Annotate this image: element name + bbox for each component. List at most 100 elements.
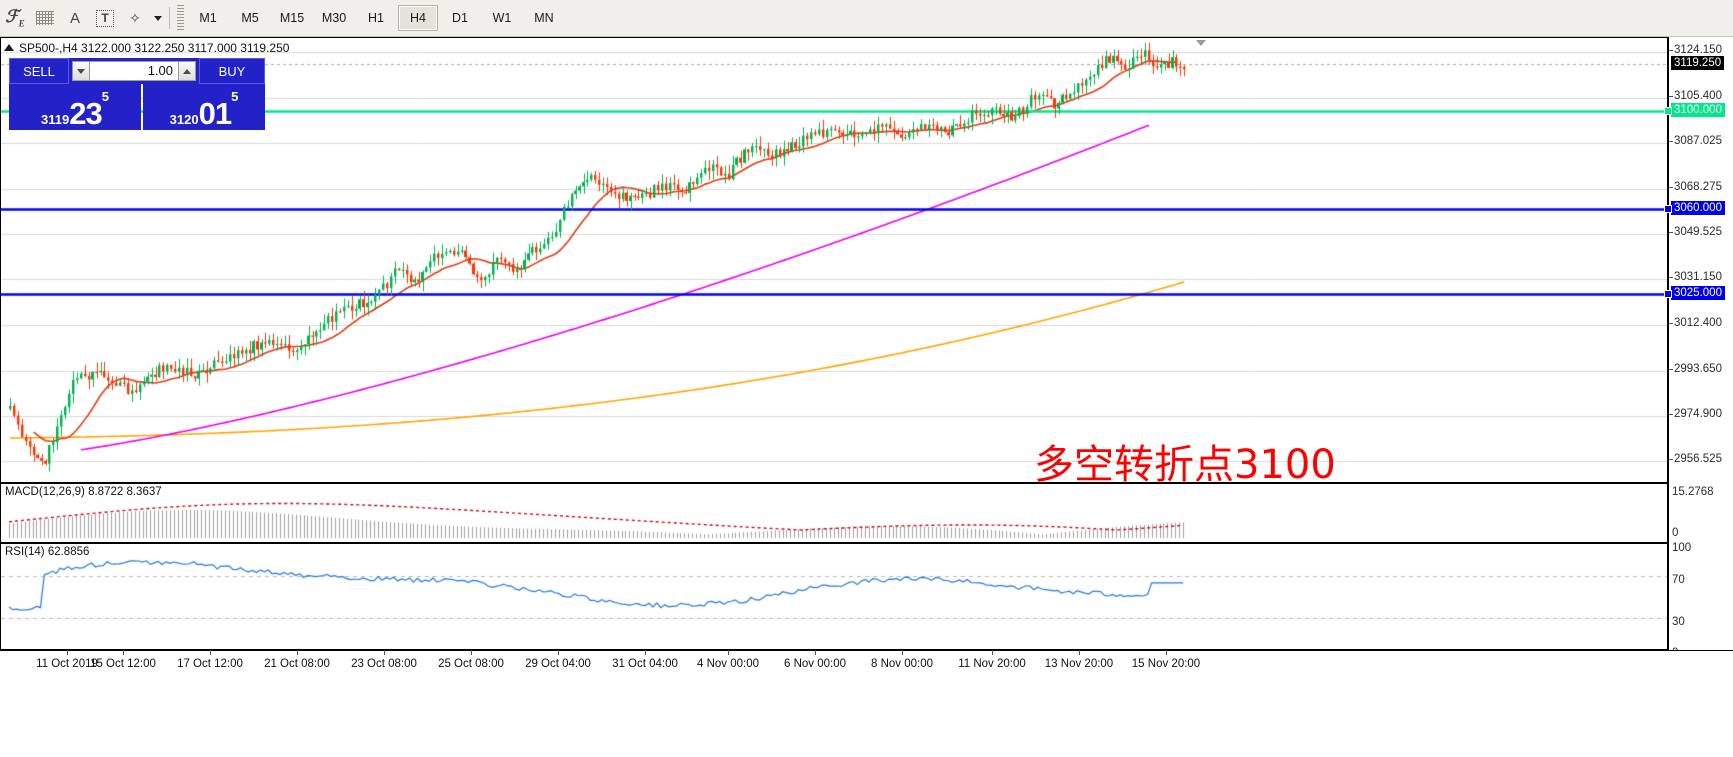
price-tick-2: 3087.025 — [1669, 135, 1733, 147]
symbol-triangle-icon — [4, 44, 14, 51]
macd-panel[interactable]: MACD(12,26,9) 8.8722 8.3637 — [0, 483, 1668, 543]
text-icon[interactable]: A — [69, 9, 80, 27]
rsi-panel[interactable]: RSI(14) 62.8856 — [0, 543, 1668, 650]
chart-annotation: 多空转折点3100 — [1034, 442, 1336, 488]
time-tick-9 — [815, 650, 816, 655]
price-tick-6: 3012.400 — [1669, 317, 1733, 329]
price-label-level-blue[interactable]: 3025.000 — [1671, 286, 1725, 301]
time-label-9: 6 Nov 00:00 — [783, 658, 847, 670]
trade-controls-row: SELL 1.00 BUY — [9, 58, 265, 84]
timeframe-button-m1[interactable]: M1 — [199, 11, 217, 25]
price-tick-9: 2956.525 — [1669, 453, 1733, 465]
time-label-4: 23 Oct 08:00 — [351, 658, 417, 670]
timeframe-button-m30[interactable]: M30 — [321, 11, 347, 25]
chevron-down-icon[interactable] — [150, 4, 164, 32]
rsi-tick-1: 70 — [1672, 573, 1685, 586]
time-tick-8 — [728, 650, 729, 655]
price-tick-4: 3049.525 — [1669, 226, 1733, 238]
time-tick-7 — [645, 650, 646, 655]
time-label-7: 31 Oct 04:00 — [612, 658, 678, 670]
time-tick-2 — [210, 650, 211, 655]
price-scale[interactable]: 3124.150 3105.400 3087.025 3068.275 3049.525… — [1664, 37, 1733, 659]
volume-input[interactable]: 1.00 — [90, 61, 178, 81]
fibo-expansion-icon[interactable]: ℱE — [5, 7, 25, 29]
price-tick-3: 3068.275 — [1669, 181, 1733, 193]
chart-area[interactable]: SP500-,H4 3122.000 3122.250 3117.000 311… — [0, 37, 1733, 757]
price-label-level-green[interactable]: 3100.000 — [1671, 103, 1725, 118]
timeframe-button-m5[interactable]: M5 — [241, 11, 259, 25]
time-tick-0 — [67, 650, 68, 655]
time-label-0: 11 Oct 2019 — [36, 658, 98, 670]
macd-tick-0: 15.2768 — [1672, 486, 1714, 498]
quote-header-text: SP500-,H4 3122.000 3122.250 3117.000 311… — [19, 41, 290, 55]
level-handle-level-green[interactable] — [1664, 107, 1672, 116]
rsi-tick-0: 100 — [1672, 542, 1692, 554]
time-tick-6 — [558, 650, 559, 655]
time-label-5: 25 Oct 08:00 — [438, 658, 504, 670]
price-label-last-price[interactable]: 3119.250 — [1671, 56, 1725, 71]
volume-decrease-button[interactable] — [72, 61, 90, 81]
time-tick-5 — [471, 650, 472, 655]
time-label-10: 8 Nov 00:00 — [870, 658, 934, 670]
chart-scroll-marker[interactable] — [1196, 40, 1206, 46]
level-handle-level-blue[interactable] — [1664, 290, 1672, 299]
price-chart-panel[interactable]: SP500-,H4 3122.000 3122.250 3117.000 311… — [0, 37, 1668, 488]
timeframe-button-w1[interactable]: W1 — [492, 11, 512, 25]
volume-control[interactable]: 1.00 — [69, 58, 199, 84]
price-tick-5: 3031.150 — [1669, 271, 1733, 283]
time-tick-12 — [1079, 650, 1080, 655]
quote-header: SP500-,H4 3122.000 3122.250 3117.000 311… — [4, 41, 289, 55]
objects-icon[interactable]: ✧ — [129, 9, 141, 26]
timeframe-button-mn[interactable]: MN — [534, 11, 554, 25]
toolbar-divider — [169, 7, 170, 29]
one-click-trading-panel[interactable]: SELL 1.00 BUY 3119 23 5 3120 01 5 — [9, 58, 265, 130]
price-tick-7: 2993.650 — [1669, 363, 1733, 375]
price-tick-0: 3124.150 — [1669, 44, 1733, 56]
level-handle-level-blue[interactable] — [1664, 204, 1672, 213]
sell-price-prefix: 3119 — [41, 112, 70, 127]
time-tick-3 — [297, 650, 298, 655]
time-label-13: 15 Nov 20:00 — [1131, 658, 1201, 670]
macd-tick-1: 0 — [1672, 527, 1679, 539]
text-label-icon[interactable]: T — [90, 4, 120, 32]
sell-price-display[interactable]: 3119 23 5 — [9, 84, 141, 130]
timeframe-bar: M1 M5 M15 M30 H1 H4 D1 W1 MN — [188, 5, 566, 31]
macd-caption: MACD(12,26,9) 8.8722 8.3637 — [5, 486, 162, 498]
buy-button[interactable]: BUY — [199, 58, 265, 84]
time-tick-1 — [123, 650, 124, 655]
time-axis[interactable]: 11 Oct 2019 15 Oct 12:00 17 Oct 12:00 21 Oc… — [0, 650, 1733, 690]
grid-icon[interactable] — [30, 4, 60, 32]
buy-price-big: 01 — [198, 96, 232, 131]
sell-price-big: 23 — [69, 96, 102, 131]
timeframe-button-h4[interactable]: H4 — [398, 5, 438, 31]
buy-price-fraction: 5 — [231, 89, 239, 104]
timeframe-button-m15[interactable]: M15 — [279, 11, 305, 25]
rsi-caption: RSI(14) 62.8856 — [5, 546, 90, 558]
time-label-11: 11 Nov 20:00 — [958, 658, 1026, 670]
price-label-level-blue[interactable]: 3060.000 — [1671, 200, 1725, 215]
price-tick-8: 2974.900 — [1669, 408, 1733, 420]
time-label-2: 17 Oct 12:00 — [177, 658, 243, 670]
sell-button[interactable]: SELL — [9, 58, 69, 84]
timeframe-button-d1[interactable]: D1 — [452, 11, 468, 25]
time-label-6: 29 Oct 04:00 — [525, 658, 591, 670]
time-tick-13 — [1166, 650, 1167, 655]
time-tick-4 — [384, 650, 385, 655]
time-label-8: 4 Nov 00:00 — [696, 658, 760, 670]
buy-price-prefix: 3120 — [169, 112, 199, 127]
time-tick-10 — [902, 650, 903, 655]
timeframe-button-h1[interactable]: H1 — [368, 11, 384, 25]
volume-increase-button[interactable] — [178, 61, 196, 81]
drawing-toolbar: ℱE A T ✧ M1 M5 M15 M30 H1 H4 D1 W1 MN — [0, 0, 1733, 37]
time-axis-border — [0, 650, 1733, 651]
price-tick-1: 3105.400 — [1669, 90, 1733, 102]
toolbar-grip[interactable] — [177, 5, 184, 31]
sell-price-fraction: 5 — [101, 89, 109, 104]
time-tick-11 — [992, 650, 993, 655]
buy-price-display[interactable]: 3120 01 5 — [143, 84, 265, 130]
time-label-1: 15 Oct 12:00 — [90, 658, 156, 670]
time-label-3: 21 Oct 08:00 — [264, 658, 330, 670]
trade-prices-row: 3119 23 5 3120 01 5 — [9, 84, 265, 130]
time-label-12: 13 Nov 20:00 — [1044, 658, 1114, 670]
rsi-tick-2: 30 — [1672, 615, 1685, 628]
